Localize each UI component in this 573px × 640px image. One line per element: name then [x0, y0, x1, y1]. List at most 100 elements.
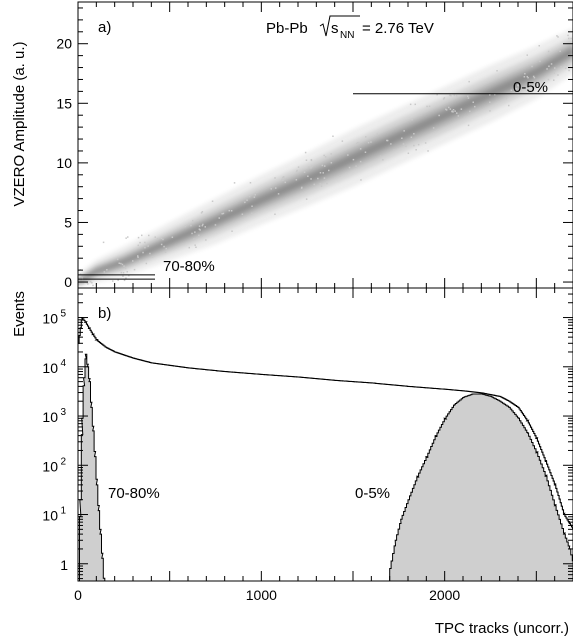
band-point: [126, 271, 128, 273]
band-point: [370, 141, 372, 143]
band-point: [103, 271, 106, 273]
band-point: [521, 88, 524, 91]
band-point: [137, 236, 140, 239]
band-point: [230, 210, 233, 212]
band-point: [233, 182, 236, 184]
collision-system: Pb-Pb: [266, 20, 308, 37]
band-point: [324, 165, 326, 167]
band-point: [198, 228, 201, 230]
band-point: [120, 262, 122, 265]
y-tick-exp-b: 1: [60, 506, 66, 517]
band-point: [517, 85, 520, 87]
band-point: [467, 95, 469, 97]
y-tick-label-b: 10: [42, 409, 58, 425]
energy-value: = 2.76 TeV: [362, 20, 434, 37]
band-point: [86, 304, 88, 306]
band-point: [494, 93, 496, 96]
cut-lines: [78, 93, 573, 280]
band-point: [393, 149, 395, 151]
y-tick-label-a: 15: [56, 95, 72, 111]
band-point: [82, 282, 84, 285]
band-point: [496, 70, 498, 72]
y-tick-exp-b: 5: [60, 309, 66, 320]
band-point: [313, 183, 315, 186]
band-point: [221, 213, 223, 215]
band-point: [86, 282, 88, 284]
band-point: [154, 236, 156, 238]
band-point: [228, 209, 230, 212]
band-point: [448, 106, 450, 109]
band-point: [89, 281, 92, 283]
band-point: [78, 283, 80, 286]
band-point: [407, 152, 410, 154]
band-point: [567, 34, 569, 37]
band-point: [297, 166, 300, 168]
band-point: [127, 236, 129, 238]
band-point: [565, 64, 568, 66]
band-point: [190, 224, 192, 227]
panel-a-label: a): [98, 19, 111, 36]
band-point: [123, 279, 126, 282]
band-point: [200, 212, 203, 214]
band-point: [310, 178, 312, 180]
band-point: [355, 165, 357, 167]
label-70-80-a: 70-80%: [163, 258, 215, 275]
y-tick-label-a: 5: [64, 214, 72, 230]
band-point: [527, 76, 529, 79]
label-0-5-a: 0-5%: [513, 79, 548, 96]
band-point: [352, 158, 355, 161]
band-point: [283, 176, 285, 178]
band-point: [201, 211, 204, 213]
band-point: [508, 104, 510, 107]
band-point: [102, 241, 105, 244]
band-point: [460, 108, 463, 110]
panel-a: 0 5 10 15 20 a) Pb-Pb s NN = 2.76 TeV 0-5% 7…: [11, 1, 573, 306]
band-point: [420, 114, 422, 116]
band-point: [274, 177, 276, 179]
band-point: [282, 179, 284, 181]
band-point: [390, 143, 392, 145]
band-point: [305, 198, 308, 200]
band-point: [550, 63, 553, 65]
band-point: [301, 186, 303, 189]
x-tick-label-b: 1000: [246, 587, 277, 603]
band-point: [321, 164, 324, 167]
band-point: [464, 116, 466, 118]
band-point: [449, 94, 451, 97]
band-point: [359, 160, 362, 163]
band-point: [405, 145, 407, 148]
y-tick-label-b: 1: [60, 557, 68, 573]
band-point: [489, 110, 491, 112]
band-point: [195, 246, 197, 248]
band-point: [125, 277, 127, 279]
band-point: [196, 219, 199, 222]
band-point: [211, 200, 214, 202]
band-point: [411, 118, 414, 121]
band-point: [222, 212, 225, 215]
band-point: [438, 114, 440, 117]
band-point: [284, 181, 286, 184]
band-point: [142, 251, 144, 254]
band-point: [310, 167, 312, 169]
panel-b-label: b): [98, 305, 111, 322]
band-point: [218, 217, 220, 219]
band-point: [139, 260, 141, 263]
band-point: [270, 188, 272, 190]
band-point: [564, 67, 567, 70]
band-point: [191, 232, 193, 235]
y-axis-title-b: Events: [11, 291, 28, 337]
band-point: [568, 69, 570, 72]
energy-subscript: NN: [340, 30, 354, 41]
band-point: [414, 103, 416, 106]
band-point: [125, 237, 127, 239]
panel-a-ticks: 0 5 10 15 20: [56, 2, 573, 290]
band-point: [426, 105, 428, 108]
band-point: [120, 271, 123, 274]
band-point: [193, 238, 195, 240]
band-point: [523, 76, 526, 78]
band-point: [386, 139, 388, 142]
band-point: [116, 258, 119, 261]
band-point: [310, 159, 313, 162]
band-point: [319, 182, 321, 185]
band-point: [386, 139, 389, 142]
